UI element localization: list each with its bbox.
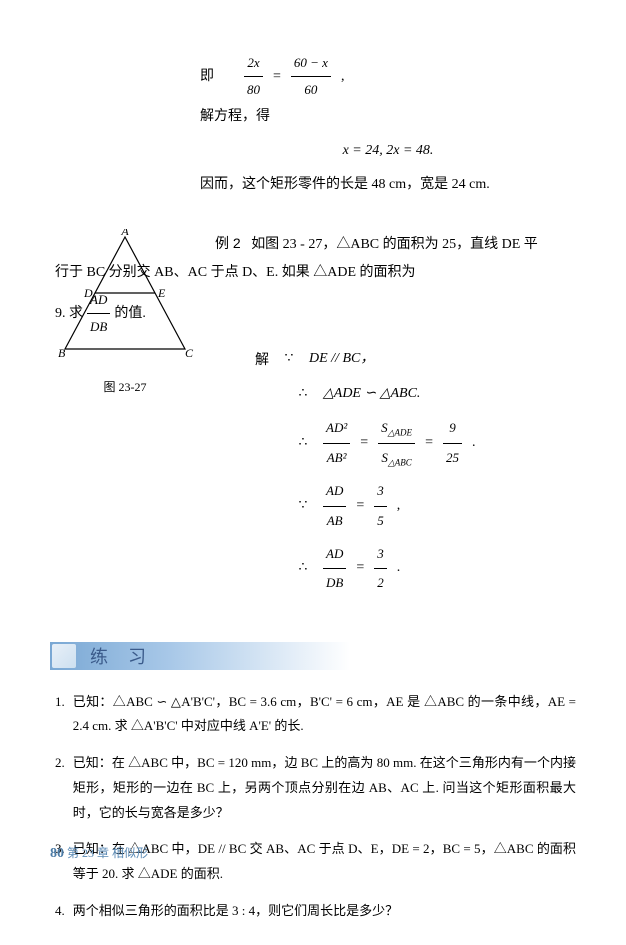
exercise-num: 4. (55, 899, 65, 924)
example2-block: A B C D E 图 23-27 例 2 如图 23 - 27，△ABC 的面… (50, 229, 576, 602)
conclusion: 因而，这个矩形零件的长是 48 cm，宽是 24 cm. (200, 171, 576, 199)
exercise-text: 已知：在 △ABC 中，DE // BC 交 AB、AC 于点 D、E，DE =… (73, 837, 576, 886)
ji-label: 即 (200, 63, 214, 91)
equals: = (273, 63, 281, 91)
ad-db-frac: AD DB (87, 287, 110, 340)
exercise-item: 4. 两个相似三角形的面积比是 3 : 4，则它们周长比是多少？ (55, 899, 576, 924)
example2-text: 例 2 如图 23 - 27，△ABC 的面积为 25，直线 DE 平 行于 B… (215, 229, 576, 602)
solution-block: 解 ∵ DE // BC， ∴ △ADE ∽ △ABC. ∴ AD²AB² = … (255, 344, 576, 598)
exercise-text: 已知：△ABC ∽ △A'B'C'，BC = 3.6 cm，B'C' = 6 c… (73, 690, 576, 739)
page-footer: 80 第 23 章 相似形 (50, 844, 148, 862)
exercise-text: 已知：在 △ABC 中，BC = 120 mm，边 BC 上的高为 80 mm.… (73, 751, 576, 825)
eq1-row: 即 2x 80 = 60 − x 60 , (200, 50, 576, 103)
exercise-num: 2. (55, 751, 65, 825)
exercise-list: 1.已知：△ABC ∽ △A'B'C'，BC = 3.6 cm，B'C' = 6… (55, 690, 576, 924)
solve-label: 解方程，得 (200, 103, 576, 131)
figure-caption: 图 23-27 (50, 378, 200, 395)
ex2-line2: 行于 BC 分别交 AB、AC 于点 D、E. 如果 △ADE 的面积为 (55, 259, 576, 287)
svg-text:A: A (120, 229, 129, 238)
svg-text:C: C (185, 346, 194, 360)
exercise-item: 1.已知：△ABC ∽ △A'B'C'，BC = 3.6 cm，B'C' = 6… (55, 690, 576, 739)
top-block: 即 2x 80 = 60 − x 60 , 解方程，得 x = 24, 2x =… (200, 50, 576, 199)
jie-label: 解 (255, 344, 269, 375)
page-content: 即 2x 80 = 60 − x 60 , 解方程，得 x = 24, 2x =… (0, 0, 626, 945)
page-number: 80 (50, 846, 64, 861)
exercise-item: 2.已知：在 △ABC 中，BC = 120 mm，边 BC 上的高为 80 m… (55, 751, 576, 825)
result-eq: x = 24, 2x = 48. (200, 137, 576, 165)
exercise-banner: 练习 (50, 642, 350, 670)
ex2-line3: 9. 求 AD DB 的值. (55, 287, 576, 340)
eq1-lhs: 2x 80 (244, 50, 263, 103)
eq1-rhs: 60 − x 60 (291, 50, 331, 103)
exercise-num: 1. (55, 690, 65, 739)
svg-text:B: B (58, 346, 66, 360)
exercise-text: 两个相似三角形的面积比是 3 : 4，则它们周长比是多少？ (73, 899, 576, 924)
chapter-label: 第 23 章 相似形 (67, 846, 148, 860)
banner-title: 练习 (90, 643, 166, 669)
ex2-line1: 如图 23 - 27，△ABC 的面积为 25，直线 DE 平 (251, 237, 538, 252)
example-label: 例 2 (215, 235, 241, 251)
